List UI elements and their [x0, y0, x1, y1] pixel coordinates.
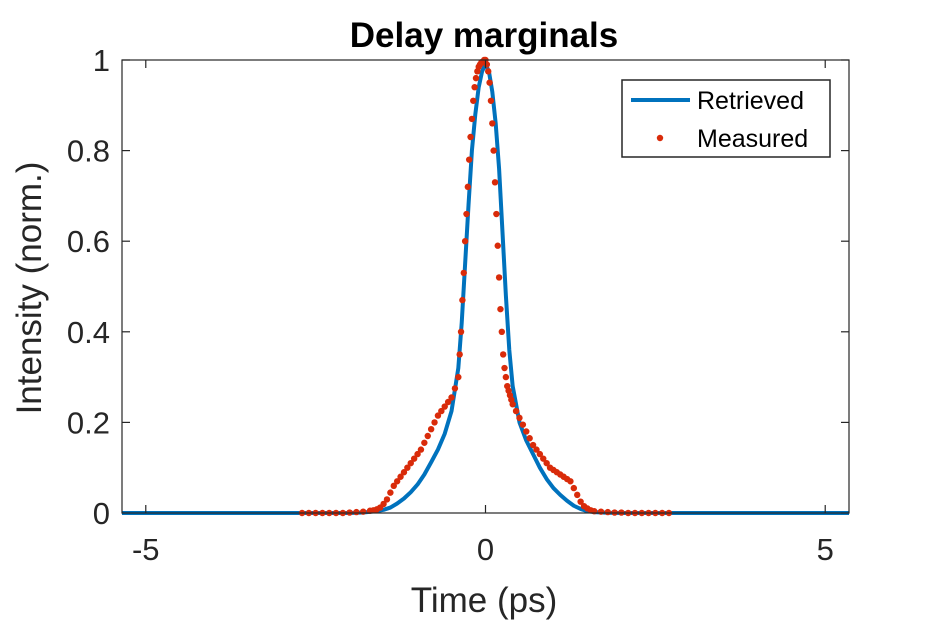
data-point-measured — [495, 274, 503, 281]
data-point-measured — [574, 491, 581, 499]
data-point-measured — [472, 74, 480, 82]
data-point-measured — [523, 428, 530, 435]
y-tick-label: 0.8 — [67, 134, 110, 169]
data-point-measured — [404, 464, 411, 471]
data-point-measured — [486, 79, 493, 86]
data-point-measured — [536, 450, 544, 458]
data-point-measured — [457, 328, 465, 335]
y-tick-label: 0 — [93, 496, 110, 531]
y-tick-label: 0.6 — [67, 224, 110, 259]
data-point-measured — [410, 455, 418, 462]
data-point-measured — [421, 439, 428, 446]
data-point-measured — [397, 473, 404, 480]
data-point-measured — [444, 398, 452, 406]
data-point-measured — [460, 269, 467, 277]
data-point-measured — [400, 469, 408, 476]
data-point-measured — [490, 147, 497, 154]
data-point-measured — [451, 385, 459, 392]
data-point-measured — [467, 133, 474, 141]
data-point-measured — [459, 296, 466, 304]
data-point-measured — [597, 508, 605, 515]
chart-title: Delay marginals — [350, 16, 618, 55]
data-point-measured — [465, 156, 473, 163]
data-point-measured — [540, 455, 547, 462]
data-point-measured — [494, 242, 501, 249]
data-point-measured — [383, 496, 391, 503]
data-point-measured — [387, 489, 394, 496]
legend-label-retrieved: Retrieved — [697, 87, 804, 115]
data-point-measured — [471, 83, 478, 91]
data-point-measured — [526, 435, 533, 442]
data-point-measured — [491, 179, 499, 186]
y-tick-label: 1 — [93, 43, 110, 78]
data-point-measured — [529, 441, 537, 449]
data-point-measured — [427, 425, 435, 433]
data-point-measured — [483, 61, 491, 68]
data-point-measured — [455, 373, 462, 381]
data-point-measured — [448, 394, 455, 401]
data-point-measured — [497, 305, 504, 313]
x-axis-title: Time (ps) — [411, 581, 557, 620]
data-point-measured — [489, 120, 496, 127]
data-point-measured — [543, 459, 550, 467]
y-tick-label: 0.2 — [67, 405, 110, 440]
data-point-measured — [570, 484, 578, 492]
data-point-measured — [470, 97, 477, 104]
data-point-measured — [353, 508, 360, 516]
data-point-measured — [501, 364, 508, 372]
data-point-measured — [487, 97, 495, 104]
data-point-measured — [434, 412, 442, 419]
data-point-measured — [493, 210, 500, 218]
data-point-measured — [485, 68, 492, 75]
data-point-measured — [516, 414, 523, 422]
data-point-measured — [604, 508, 611, 516]
data-point-measured — [380, 500, 387, 508]
x-tick-label: -5 — [132, 532, 160, 567]
data-point-measured — [577, 498, 584, 505]
legend-box — [621, 79, 831, 158]
data-point-measured — [456, 351, 463, 358]
data-point-measured — [567, 478, 574, 485]
y-axis-title: Intensity (norm.) — [10, 162, 49, 415]
data-point-measured — [407, 459, 414, 467]
x-tick-label: 5 — [817, 532, 834, 567]
data-point-measured — [414, 450, 421, 458]
data-point-measured — [390, 482, 397, 490]
data-point-measured — [461, 238, 469, 245]
data-point-measured — [519, 421, 527, 428]
data-point-measured — [463, 210, 470, 218]
data-point-measured — [499, 351, 507, 358]
data-point-measured — [502, 373, 510, 381]
data-point-measured — [393, 478, 401, 485]
data-point-measured — [441, 403, 448, 410]
data-point-measured — [417, 446, 425, 453]
data-point-measured — [431, 419, 438, 426]
x-tick-label: 0 — [477, 532, 494, 567]
legend-measured-marker-sample — [656, 134, 664, 142]
axes-layer: -5 0 5 0 0.2 0.4 0.6 0.8 1 — [67, 43, 850, 567]
data-point-measured — [512, 407, 520, 415]
legend-label-measured: Measured — [697, 125, 808, 153]
data-point-measured — [509, 401, 516, 408]
y-tick-label: 0.4 — [67, 315, 110, 350]
data-point-measured — [498, 328, 506, 335]
data-point-measured — [438, 407, 445, 415]
data-point-measured — [360, 508, 367, 515]
data-point-measured — [464, 183, 472, 191]
data-point-measured — [424, 432, 431, 440]
legend: Retrieved Measured — [621, 79, 831, 158]
data-point-measured — [533, 446, 540, 453]
data-point-measured — [468, 115, 476, 123]
